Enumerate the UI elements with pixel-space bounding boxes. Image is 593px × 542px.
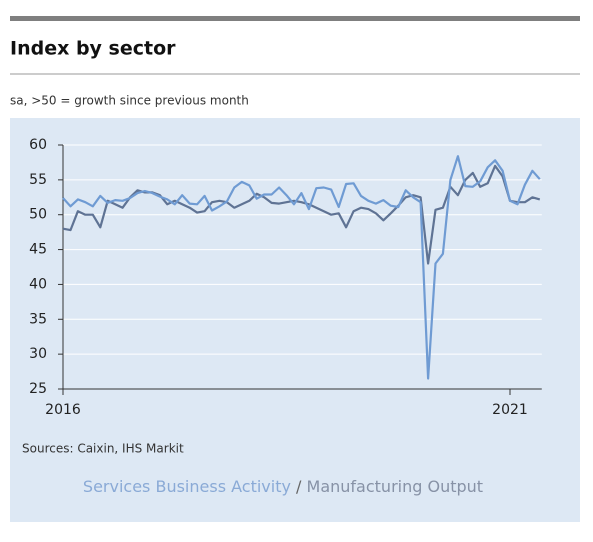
y-tick-label: 55 <box>29 172 47 188</box>
source: Sources: Caixin, IHS Markit <box>22 442 184 456</box>
y-tick-label: 35 <box>29 311 47 327</box>
subtitle: sa, >50 = growth since previous month <box>10 94 249 108</box>
y-tick-label: 45 <box>29 242 47 258</box>
y-tick-label: 30 <box>29 346 47 362</box>
legend: Services Business Activity / Manufacturi… <box>83 477 483 496</box>
y-tick-label: 25 <box>29 381 47 397</box>
legend-separator: / <box>296 477 302 496</box>
line-series <box>62 155 541 380</box>
chart-panel <box>10 118 580 522</box>
x-tick-label: 2016 <box>45 402 81 418</box>
y-tick-label: 40 <box>29 276 47 292</box>
legend-entry: Manufacturing Output <box>307 477 484 496</box>
y-tick-label: 50 <box>29 207 47 223</box>
x-tick-label: 2021 <box>492 402 528 418</box>
title: Index by sector <box>10 38 176 60</box>
legend-entry: Services Business Activity <box>83 477 291 496</box>
y-tick-label: 60 <box>29 137 47 153</box>
top-bar <box>10 16 580 21</box>
